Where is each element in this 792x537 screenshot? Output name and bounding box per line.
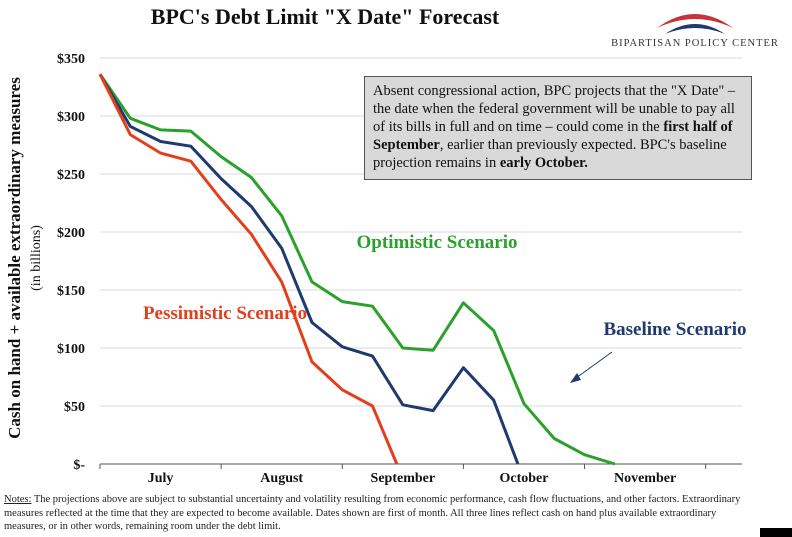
x-tick-label: July (148, 471, 174, 486)
series-line-baseline-scenario (98, 73, 520, 465)
y-tick-label: $250 (57, 168, 85, 183)
notes-text: The projections above are subject to sub… (4, 494, 741, 532)
y-tick-label: $50 (64, 400, 85, 415)
chart-notes: Notes: The projections above are subject… (4, 493, 754, 534)
series-label-pessimistic-scenario: Pessimistic Scenario (143, 303, 307, 324)
y-tick-label: $200 (57, 226, 85, 241)
y-axis-sublabel: (in billions) (29, 225, 44, 291)
bpc-logo-icon (657, 14, 733, 34)
y-tick-label: $- (73, 458, 85, 473)
arrow-head (570, 373, 581, 383)
y-tick-label: $350 (57, 52, 85, 67)
series-line-optimistic-scenario (98, 73, 616, 466)
y-tick-label: $300 (57, 110, 85, 125)
annotation-bold-2: early October. (499, 155, 588, 171)
annotation-text-1: Absent congressional action, BPC project… (373, 83, 736, 135)
x-tick-label: October (499, 471, 548, 486)
y-tick-label: $100 (57, 342, 85, 357)
y-axis-label: Cash on hand + available extraordinary m… (5, 77, 24, 439)
series-line-pessimistic-scenario (98, 73, 399, 465)
tick-labels: $- $50 $100 $150 $200 $250 $300 $350 July August S… (57, 52, 676, 486)
series-label-baseline-scenario: Baseline Scenario (603, 319, 746, 340)
series-labels: Optimistic Scenario Baseline Scenario Pess… (143, 232, 747, 340)
series-lines (98, 73, 616, 466)
axes (99, 463, 742, 469)
y-tick-label: $150 (57, 284, 85, 299)
corner-mark (760, 528, 792, 537)
x-tick-label: August (260, 471, 303, 486)
annotation-arrow (570, 351, 613, 383)
annotation-text-2: , earlier than previously expected. BPC'… (373, 137, 727, 171)
series-label-optimistic-scenario: Optimistic Scenario (357, 232, 518, 253)
x-tick-label: September (371, 471, 436, 486)
x-tick-label: November (614, 471, 676, 486)
arrow-shaft (575, 351, 613, 379)
annotation-box: Absent congressional action, BPC project… (364, 76, 752, 180)
annotation-bold-1: first half of September (373, 119, 733, 153)
chart-title: BPC's Debt Limit "X Date" Forecast (150, 4, 500, 29)
logo-wordmark: BIPARTISAN POLICY CENTER (611, 38, 779, 49)
notes-label: Notes: (4, 494, 32, 505)
